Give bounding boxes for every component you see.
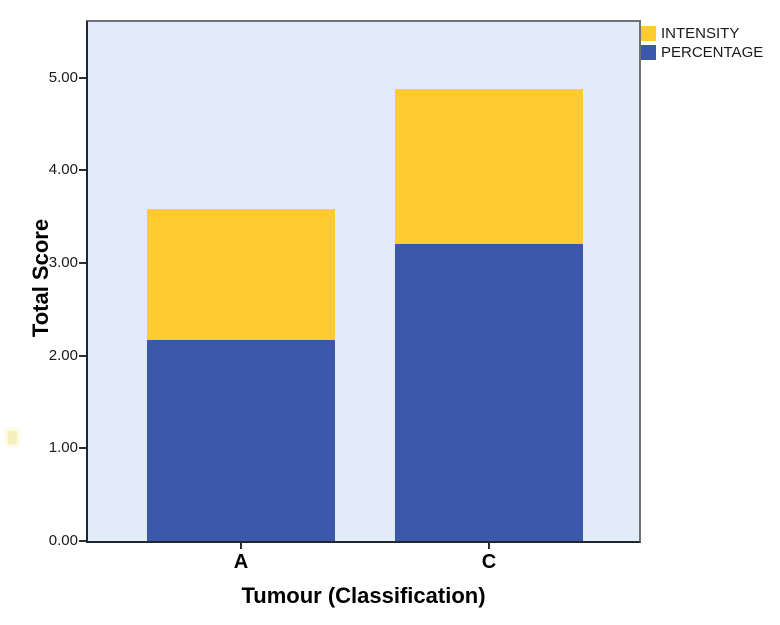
y-tick-mark xyxy=(79,261,86,264)
plot-area xyxy=(86,20,641,543)
y-tick-mark xyxy=(79,354,86,357)
stray-mark xyxy=(8,431,17,444)
y-axis-title: Total Score xyxy=(28,218,53,338)
y-tick-label: 2.00 xyxy=(48,346,78,364)
x-category-label-a: A xyxy=(233,551,249,573)
legend-label: INTENSITY xyxy=(661,25,740,42)
legend-swatch-intensity xyxy=(641,26,656,41)
legend-label: PERCENTAGE xyxy=(661,44,764,61)
y-tick-label: 4.00 xyxy=(48,161,78,179)
y-tick-mark xyxy=(79,76,86,79)
bar-segment-intensity-c xyxy=(395,88,583,244)
y-tick-label: 1.00 xyxy=(48,439,78,457)
y-tick-label: 3.00 xyxy=(48,253,78,271)
x-tick-mark xyxy=(488,543,490,549)
x-category-label-c: C xyxy=(481,551,497,573)
x-axis-title: Tumour (Classification) xyxy=(241,583,486,608)
bar-segment-percentage-a xyxy=(147,339,335,541)
bar-segment-intensity-a xyxy=(147,209,335,340)
x-tick-mark xyxy=(240,543,242,549)
bar-segment-percentage-c xyxy=(395,243,583,541)
y-tick-label: 0.00 xyxy=(48,532,78,549)
y-tick-mark xyxy=(79,447,86,450)
y-tick-label: 5.00 xyxy=(48,68,78,86)
legend: INTENSITY PERCENTAGE xyxy=(641,26,763,60)
y-tick-mark xyxy=(79,169,86,172)
legend-item-percentage: PERCENTAGE xyxy=(641,45,763,60)
legend-item-intensity: INTENSITY xyxy=(641,26,763,41)
y-tick-mark xyxy=(79,540,86,542)
legend-swatch-percentage xyxy=(641,45,656,60)
